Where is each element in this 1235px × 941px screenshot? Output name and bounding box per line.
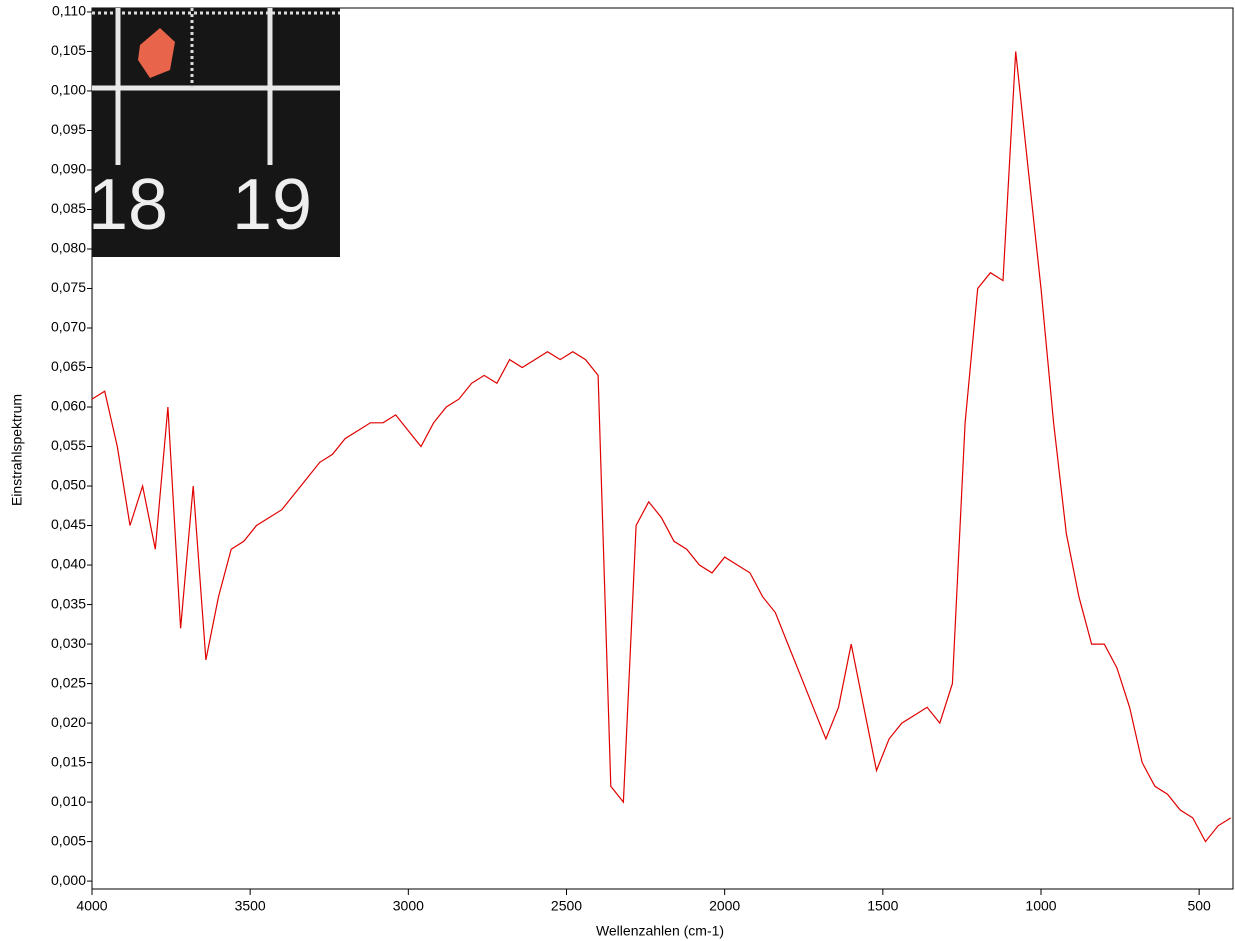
- y-tick-label: 0,095: [51, 121, 86, 137]
- y-tick-label: 0,030: [51, 635, 86, 651]
- x-tick-label: 3000: [393, 898, 424, 914]
- y-tick-label: 0,055: [51, 437, 86, 453]
- y-tick-label: 0,065: [51, 358, 86, 374]
- y-tick-label: 0,090: [51, 161, 86, 177]
- y-tick-label: 0,080: [51, 240, 86, 256]
- inset-label: 19: [232, 165, 312, 245]
- x-tick-label: 1000: [1025, 898, 1056, 914]
- x-axis-label: Wellenzahlen (cm-1): [596, 923, 724, 939]
- y-tick-label: 0,000: [51, 872, 86, 888]
- inset-photo: 18 19: [88, 8, 340, 257]
- x-tick-label: 4000: [76, 898, 107, 914]
- x-tick-label: 2500: [551, 898, 582, 914]
- inset-label: 18: [88, 165, 168, 245]
- spectrum-line: [91, 51, 1232, 843]
- y-tick-label: 0,085: [51, 200, 86, 216]
- y-tick-label: 0,035: [51, 595, 86, 611]
- y-tick-label: 0,110: [52, 3, 86, 19]
- y-tick-label: 0,040: [51, 556, 86, 572]
- y-tick-label: 0,015: [51, 753, 86, 769]
- x-tick-label: 2000: [709, 898, 740, 914]
- y-tick-label: 0,020: [51, 714, 86, 730]
- y-tick-label: 0,010: [51, 793, 86, 809]
- y-tick-label: 0,075: [51, 279, 86, 295]
- x-tick-label: 3500: [235, 898, 266, 914]
- y-tick-label: 0,045: [51, 516, 86, 532]
- y-tick-label: 0,025: [51, 674, 86, 690]
- x-tick-label: 1500: [867, 898, 898, 914]
- y-tick-label: 0,050: [51, 477, 86, 493]
- x-tick-label: 500: [1187, 898, 1211, 914]
- y-tick-label: 0,060: [51, 398, 86, 414]
- y-tick-label: 0,005: [51, 832, 86, 848]
- y-tick-label: 0,105: [51, 42, 86, 58]
- y-axis-label: Einstrahlspektrum: [9, 394, 25, 506]
- y-tick-label: 0,100: [51, 82, 86, 98]
- y-tick-label: 0,070: [51, 319, 86, 335]
